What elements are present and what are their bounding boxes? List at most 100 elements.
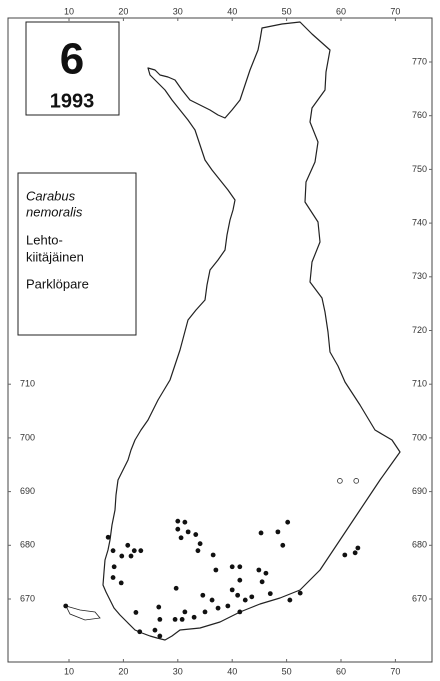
record-dot	[210, 552, 216, 558]
x-tick-label: 20	[118, 6, 128, 16]
y-tick-label: 690	[20, 486, 35, 496]
y-tick-label: 740	[412, 217, 427, 227]
y-tick-label: 680	[20, 540, 35, 550]
record-dot	[105, 534, 111, 540]
y-tick-label: 690	[412, 486, 427, 496]
record-dot	[152, 627, 158, 633]
record-dot	[355, 545, 361, 551]
record-dot	[249, 594, 255, 600]
x-tick-label: 60	[336, 666, 346, 676]
record-dot	[275, 529, 281, 535]
record-dot	[258, 530, 264, 536]
x-tick-label: 30	[173, 666, 183, 676]
finnish-name: kiitäjäinen	[26, 249, 84, 264]
x-tick-label: 50	[282, 666, 292, 676]
x-tick-label: 50	[282, 6, 292, 16]
record-dot	[179, 617, 185, 622]
record-dot	[178, 535, 184, 541]
uncertain-record-dot	[353, 478, 360, 484]
y-tick-label: 730	[412, 271, 427, 281]
record-dot	[209, 597, 215, 603]
record-dot	[157, 633, 163, 639]
record-dot	[267, 591, 273, 597]
y-tick-label: 750	[412, 164, 427, 174]
y-tick-label: 710	[412, 379, 427, 389]
record-dot	[137, 629, 143, 635]
record-dot	[172, 617, 178, 622]
record-dot	[215, 605, 221, 611]
x-tick-label: 40	[227, 666, 237, 676]
record-dot	[225, 603, 231, 609]
y-tick-label: 700	[412, 432, 427, 442]
map-number-box	[25, 21, 120, 116]
map-year: 1993	[50, 90, 95, 112]
aland-islands	[65, 605, 101, 621]
y-tick-label: 770	[412, 56, 427, 66]
record-dot	[128, 553, 134, 559]
latin-name: nemoralis	[26, 204, 83, 219]
record-dot	[237, 577, 243, 583]
map-number: 6	[60, 35, 84, 84]
y-tick-label: 720	[412, 325, 427, 335]
record-dot	[202, 609, 208, 615]
record-dot	[182, 519, 188, 525]
record-dot	[175, 518, 181, 524]
y-tick-label: 710	[20, 379, 35, 389]
record-dot	[131, 548, 137, 554]
record-dot	[195, 548, 201, 554]
x-tick-label: 20	[118, 666, 128, 676]
record-dot	[242, 597, 248, 603]
record-dot	[182, 609, 188, 615]
x-tick-label: 70	[390, 666, 400, 676]
record-dot	[118, 580, 124, 586]
finland-outline	[102, 21, 401, 641]
x-tick-label: 10	[64, 6, 74, 16]
x-tick-label: 60	[336, 6, 346, 16]
record-dot	[280, 542, 286, 548]
record-dot	[111, 564, 117, 570]
record-dot	[285, 519, 291, 525]
record-dot	[156, 604, 162, 610]
record-dot	[110, 548, 116, 554]
x-tick-label: 10	[64, 666, 74, 676]
record-dot	[259, 579, 265, 585]
record-dot	[237, 564, 243, 570]
uncertain-record-dot	[337, 478, 343, 484]
swedish-name: Parklöpare	[26, 276, 89, 291]
record-dot	[263, 570, 269, 576]
record-dot	[237, 609, 243, 615]
record-dot	[200, 592, 206, 598]
record-dot	[191, 614, 197, 620]
record-dot	[138, 548, 144, 554]
map-frame	[7, 17, 433, 663]
y-tick-label: 670	[412, 593, 427, 603]
species-box	[17, 172, 137, 336]
record-dot	[229, 587, 235, 593]
finnish-name: Lehto-	[26, 232, 63, 247]
record-dot	[342, 552, 348, 558]
record-dot	[297, 590, 303, 596]
latin-name: Carabus	[26, 188, 76, 203]
record-dot	[197, 541, 203, 547]
y-tick-label: 700	[20, 432, 35, 442]
record-dot	[213, 567, 219, 573]
y-tick-label: 760	[412, 110, 427, 120]
record-dot	[287, 597, 293, 603]
record-dot	[173, 585, 179, 591]
record-dot	[119, 553, 125, 559]
record-dot	[256, 567, 262, 573]
record-dot	[175, 526, 181, 532]
record-dot	[125, 542, 131, 548]
y-tick-label: 670	[20, 593, 35, 603]
x-tick-label: 70	[390, 6, 400, 16]
record-dot	[235, 592, 241, 598]
record-dot	[229, 564, 235, 570]
record-dot	[193, 532, 199, 537]
x-tick-label: 30	[173, 6, 183, 16]
y-tick-label: 680	[412, 540, 427, 550]
record-dot	[133, 610, 139, 615]
record-dot	[185, 529, 191, 535]
record-dot	[352, 550, 358, 556]
